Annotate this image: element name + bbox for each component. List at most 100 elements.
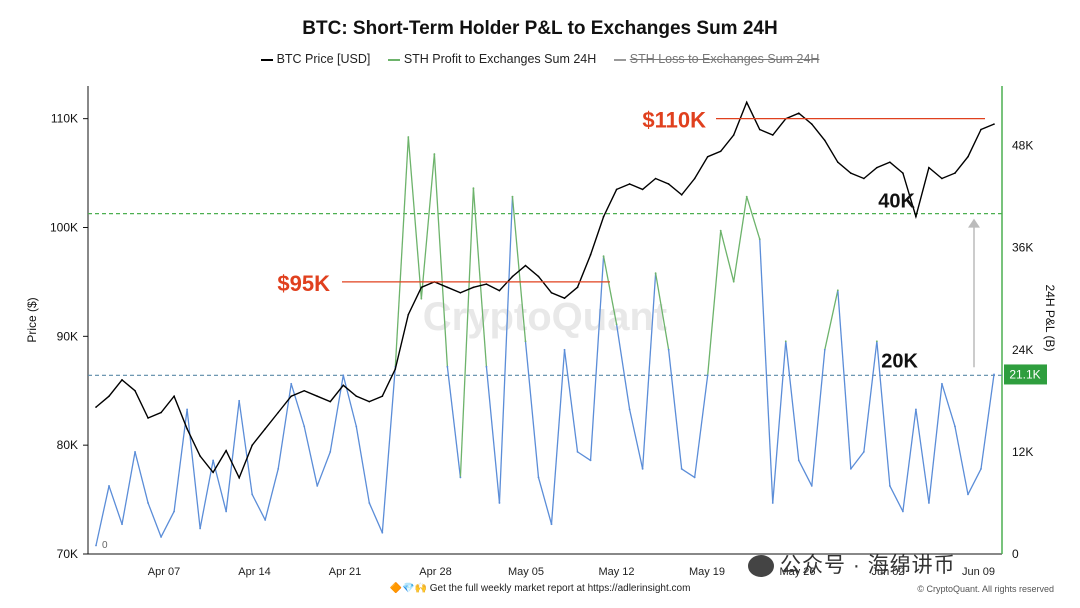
profit-segment (459, 188, 475, 478)
profit-point (316, 485, 319, 487)
price-point (485, 283, 488, 285)
price-point (941, 177, 943, 180)
profit-segment (824, 290, 839, 350)
price-point (524, 264, 527, 267)
profit-segment (667, 349, 683, 469)
legend-item-sth-profit[interactable]: STH Profit to Exchanges Sum 24H (387, 52, 596, 66)
profit-segment (550, 349, 566, 525)
legend-label-btc: BTC Price [USD] (276, 52, 371, 66)
profit-point (836, 289, 839, 292)
profit-segment (863, 341, 878, 452)
price-point (602, 215, 605, 218)
wechat-icon (748, 555, 774, 578)
legend-item-sth-loss[interactable]: STH Loss to Exchanges Sum 24H (613, 52, 820, 66)
price-point (446, 286, 449, 289)
profit-segment (577, 451, 591, 461)
price-point (238, 477, 240, 479)
profit-point (550, 523, 553, 526)
profit-point (993, 373, 995, 376)
profit-segment (811, 349, 826, 486)
profit-segment (837, 290, 852, 469)
x-tick-label: May 19 (689, 566, 725, 578)
x-tick-label: Jun 02 (871, 566, 904, 578)
profit-segment (785, 341, 800, 461)
price-point (316, 395, 319, 397)
profit-point (823, 348, 826, 351)
price-point (628, 183, 631, 185)
profit-point (589, 459, 592, 462)
profit-segment (199, 460, 214, 529)
profit-segment (446, 366, 462, 478)
profit-point (862, 450, 865, 453)
x-tick-label: Apr 14 (238, 566, 270, 578)
price-point (563, 297, 566, 300)
profit-segment (720, 230, 735, 282)
price-point (251, 444, 253, 446)
legend-swatch-profit (387, 58, 400, 61)
profit-segment (915, 409, 930, 504)
price-point (173, 395, 175, 397)
price-point (368, 400, 371, 403)
profit-segment (681, 468, 696, 478)
profit-point (277, 468, 280, 470)
y-tick-label: 70K (57, 547, 78, 561)
price-point (537, 275, 540, 278)
profit-point (915, 408, 917, 411)
profit-point (342, 374, 345, 377)
price-point (121, 379, 123, 381)
y-tick-label: 110K (51, 112, 78, 126)
copyright: © CryptoQuant. All rights reserved (917, 584, 1054, 594)
price-point (147, 417, 149, 419)
profit-segment (498, 196, 514, 503)
price-point (850, 172, 852, 174)
y2-axis-label: 24H P&L (B) (1043, 285, 1057, 352)
legend: BTC Price [USD] STH Profit to Exchanges … (0, 52, 1080, 66)
price-point (954, 172, 956, 174)
price-point (810, 123, 813, 125)
profit-point (719, 229, 722, 232)
profit-segment (303, 426, 318, 487)
profit-segment (876, 341, 891, 486)
price-point (889, 161, 891, 163)
profit-point (329, 450, 332, 453)
profit-point (745, 195, 748, 198)
profit-segment (277, 383, 292, 470)
profit-segment (928, 383, 943, 504)
profit-segment (407, 137, 423, 299)
price-point (902, 172, 904, 174)
x-tick-label: May 05 (508, 566, 544, 578)
price-point (550, 291, 553, 294)
y2-tick-label: 0 (1012, 547, 1019, 561)
profit-point (407, 136, 410, 138)
price-point (459, 291, 462, 294)
legend-label-loss: STH Loss to Exchanges Sum 24H (629, 52, 820, 66)
price-point (394, 368, 397, 370)
price-point (719, 150, 722, 153)
price-point (876, 166, 878, 169)
profit-point (498, 502, 501, 504)
annotation-20k: 20K (881, 350, 918, 372)
legend-item-btc-price[interactable]: BTC Price [USD] (260, 52, 371, 66)
price-point (160, 411, 162, 414)
profit-segment (563, 349, 579, 452)
price-point (407, 313, 410, 316)
profit-segment (355, 426, 370, 504)
profit-point (758, 238, 761, 241)
profit-segment (368, 502, 383, 533)
profit-point (173, 510, 175, 513)
price-point (498, 289, 501, 292)
price-point (108, 395, 110, 397)
profit-point (524, 340, 527, 343)
wechat-watermark-text: 公众号 · 海绵讲币 (780, 554, 956, 577)
profit-segment (772, 341, 787, 503)
profit-segment (472, 188, 488, 367)
profit-point (954, 425, 956, 428)
profit-point (615, 323, 618, 326)
profit-point (511, 195, 514, 198)
profit-segment (108, 485, 123, 525)
profit-point (420, 297, 423, 300)
price-point (277, 411, 280, 414)
annotation-110k: $110K (642, 108, 706, 133)
